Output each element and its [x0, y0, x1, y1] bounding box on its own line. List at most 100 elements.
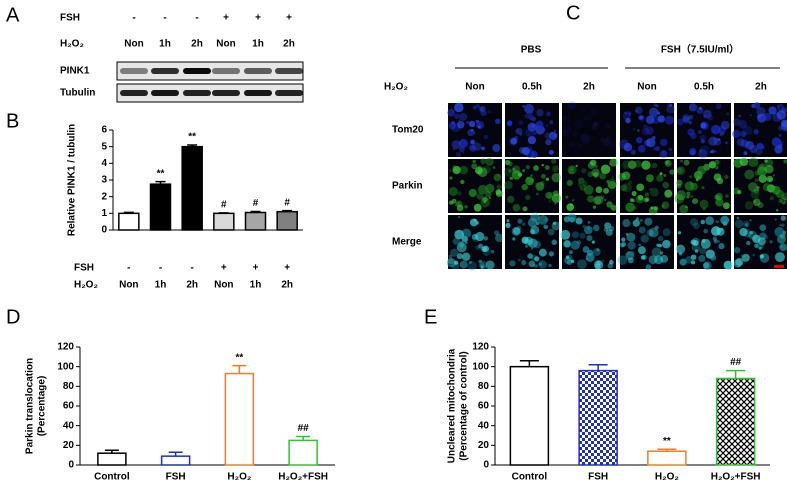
micrograph-speck: [448, 200, 454, 205]
micrograph-speck: [633, 127, 636, 131]
micrograph-speck: [522, 105, 525, 108]
micrograph-speck: [585, 257, 589, 261]
micrograph-speck: [609, 259, 614, 265]
x-tick-label: H₂O₂: [227, 472, 251, 483]
micrograph-speck: [636, 183, 645, 192]
micrograph-speck: [656, 174, 664, 182]
micrograph-speck: [450, 248, 459, 257]
micrograph-speck: [494, 230, 500, 236]
micrograph-speck: [622, 182, 632, 193]
micrograph-speck: [454, 201, 461, 208]
column-label: +: [223, 13, 229, 24]
micrograph-speck: [711, 250, 715, 254]
micrograph-speck: [528, 260, 536, 268]
micrograph-speck: [546, 111, 551, 117]
micrograph-speck: [504, 180, 513, 190]
group-label: FSH（7.5IU/ml）: [661, 43, 739, 56]
micrograph-speck: [483, 200, 487, 204]
micrograph-speck: [641, 160, 651, 170]
micrograph-speck: [627, 257, 634, 264]
micrograph-speck: [581, 168, 587, 174]
micrograph-speck: [622, 111, 632, 120]
micrograph-speck: [468, 188, 477, 198]
y-tick-label: 6: [101, 125, 107, 136]
micrograph-speck: [582, 224, 586, 229]
x-row-value: Non: [214, 280, 233, 291]
micrograph-speck: [517, 218, 523, 224]
micrograph-speck: [601, 259, 605, 263]
micrograph-speck: [603, 227, 608, 232]
panel-letter: A: [6, 4, 20, 26]
micrograph-speck: [745, 141, 754, 150]
micrograph-speck: [599, 172, 606, 180]
x-tick-label: H₂O₂+FSH: [278, 472, 328, 483]
micrograph-speck: [639, 115, 644, 120]
band-label: Tubulin: [60, 88, 95, 99]
micrograph-speck: [662, 228, 671, 237]
micrograph-speck: [757, 202, 764, 209]
micrograph-speck: [585, 131, 588, 134]
micrograph: [562, 158, 618, 213]
micrograph-speck: [707, 114, 713, 121]
micrograph-speck: [509, 260, 516, 267]
blot-band: [244, 68, 272, 74]
micrograph-speck: [538, 262, 543, 266]
micrograph-speck: [754, 243, 759, 249]
micrograph-speck: [688, 120, 692, 125]
micrograph-speck: [454, 102, 464, 113]
micrograph: [617, 215, 674, 270]
micrograph: [446, 215, 504, 271]
micrograph-speck: [512, 237, 516, 241]
micrograph-speck: [622, 160, 631, 170]
micrograph-speck: [781, 223, 785, 228]
micrograph-speck: [600, 164, 611, 175]
blot-band: [275, 90, 303, 96]
micrograph-speck: [536, 122, 539, 126]
micrograph-speck: [604, 198, 607, 202]
micrograph-speck: [752, 253, 755, 257]
micrograph-speck: [745, 223, 749, 227]
micrograph-speck: [749, 219, 752, 222]
micrograph-speck: [717, 138, 721, 142]
micrograph-speck: [596, 248, 600, 252]
micrograph-speck: [683, 159, 690, 166]
micrograph-speck: [764, 164, 774, 174]
micrograph-speck: [531, 116, 537, 122]
micrograph-speck: [748, 182, 758, 192]
micrograph-speck: [617, 255, 628, 265]
micrograph-speck: [768, 178, 772, 182]
micrograph-speck: [622, 219, 631, 228]
micrograph-speck: [680, 159, 684, 163]
micrograph-speck: [591, 120, 600, 129]
micrograph-speck: [451, 140, 461, 150]
micrograph-speck: [527, 109, 534, 116]
micrograph-speck: [578, 154, 580, 156]
micrograph-speck: [637, 246, 646, 255]
micrograph-speck: [528, 114, 534, 121]
micrograph-speck: [740, 254, 745, 258]
micrograph-speck: [740, 130, 747, 138]
micrograph-speck: [545, 124, 549, 127]
micrograph-speck: [538, 260, 547, 269]
micrograph-speck: [657, 115, 665, 123]
micrograph-speck: [563, 115, 567, 119]
micrograph-speck: [462, 151, 465, 154]
micrograph-speck: [577, 177, 585, 184]
micrograph-speck: [700, 219, 705, 225]
micrograph-speck: [668, 147, 673, 152]
micrograph-speck: [607, 140, 618, 150]
micrograph-speck: [737, 190, 742, 195]
micrograph: [505, 212, 561, 269]
micrograph-speck: [708, 111, 712, 114]
micrograph-speck: [533, 165, 539, 171]
error-bar: [726, 369, 746, 379]
significance-label: **: [663, 436, 671, 447]
micrograph-speck: [480, 158, 487, 165]
micrograph-speck: [505, 222, 511, 228]
micrograph: [732, 157, 787, 213]
micrograph-speck: [742, 133, 746, 137]
micrograph-speck: [732, 129, 741, 138]
micrograph-speck: [576, 143, 583, 149]
y-tick-label: 5: [101, 141, 107, 152]
micrograph-speck: [679, 204, 689, 214]
